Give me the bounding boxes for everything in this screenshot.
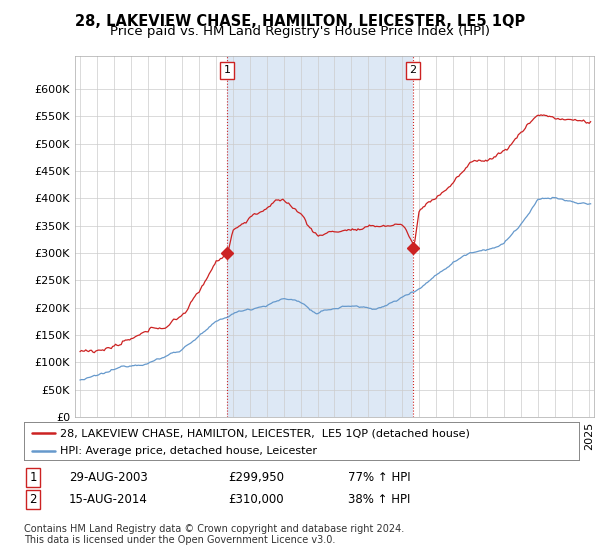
Text: £299,950: £299,950 bbox=[228, 470, 284, 484]
Text: 28, LAKEVIEW CHASE, HAMILTON, LEICESTER,  LE5 1QP (detached house): 28, LAKEVIEW CHASE, HAMILTON, LEICESTER,… bbox=[60, 428, 470, 438]
Text: Contains HM Land Registry data © Crown copyright and database right 2024.
This d: Contains HM Land Registry data © Crown c… bbox=[24, 524, 404, 545]
Text: £310,000: £310,000 bbox=[228, 493, 284, 506]
Text: 77% ↑ HPI: 77% ↑ HPI bbox=[348, 470, 410, 484]
Text: Price paid vs. HM Land Registry's House Price Index (HPI): Price paid vs. HM Land Registry's House … bbox=[110, 25, 490, 38]
Text: 2: 2 bbox=[29, 493, 37, 506]
Bar bbox=[227, 56, 413, 417]
Text: 29-AUG-2003: 29-AUG-2003 bbox=[69, 470, 148, 484]
Text: 15-AUG-2014: 15-AUG-2014 bbox=[69, 493, 148, 506]
Text: 1: 1 bbox=[29, 470, 37, 484]
Text: 1: 1 bbox=[223, 66, 230, 76]
Text: 2: 2 bbox=[409, 66, 416, 76]
Text: 38% ↑ HPI: 38% ↑ HPI bbox=[348, 493, 410, 506]
Text: HPI: Average price, detached house, Leicester: HPI: Average price, detached house, Leic… bbox=[60, 446, 317, 456]
Text: 28, LAKEVIEW CHASE, HAMILTON, LEICESTER, LE5 1QP: 28, LAKEVIEW CHASE, HAMILTON, LEICESTER,… bbox=[75, 14, 525, 29]
